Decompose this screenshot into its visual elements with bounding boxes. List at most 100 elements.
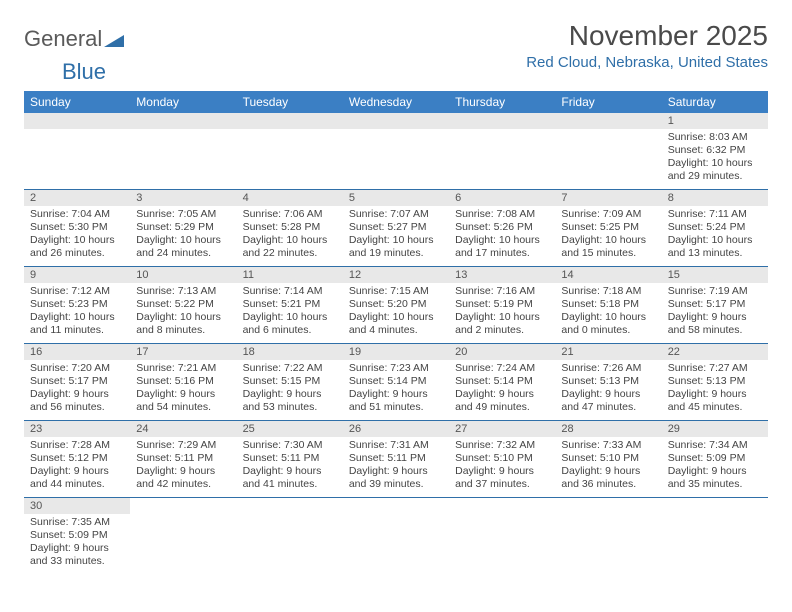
day-details: Sunrise: 7:06 AMSunset: 5:28 PMDaylight:… bbox=[237, 206, 343, 265]
calendar-day-cell: 14Sunrise: 7:18 AMSunset: 5:18 PMDayligh… bbox=[555, 267, 661, 344]
day-number: 13 bbox=[449, 267, 555, 283]
day-details: Sunrise: 7:08 AMSunset: 5:26 PMDaylight:… bbox=[449, 206, 555, 265]
calendar-empty-cell bbox=[237, 113, 343, 190]
day-details: Sunrise: 7:30 AMSunset: 5:11 PMDaylight:… bbox=[237, 437, 343, 496]
calendar-week-row: 1Sunrise: 8:03 AMSunset: 6:32 PMDaylight… bbox=[24, 113, 768, 190]
day-number: 29 bbox=[662, 421, 768, 437]
calendar-week-row: 2Sunrise: 7:04 AMSunset: 5:30 PMDaylight… bbox=[24, 190, 768, 267]
calendar-day-cell: 5Sunrise: 7:07 AMSunset: 5:27 PMDaylight… bbox=[343, 190, 449, 267]
calendar-empty-cell bbox=[130, 113, 236, 190]
calendar-day-cell: 2Sunrise: 7:04 AMSunset: 5:30 PMDaylight… bbox=[24, 190, 130, 267]
calendar-empty-cell bbox=[130, 498, 236, 575]
day-details: Sunrise: 7:15 AMSunset: 5:20 PMDaylight:… bbox=[343, 283, 449, 342]
day-details: Sunrise: 7:29 AMSunset: 5:11 PMDaylight:… bbox=[130, 437, 236, 496]
calendar-day-cell: 26Sunrise: 7:31 AMSunset: 5:11 PMDayligh… bbox=[343, 421, 449, 498]
calendar-body: 1Sunrise: 8:03 AMSunset: 6:32 PMDaylight… bbox=[24, 113, 768, 574]
calendar-week-row: 30Sunrise: 7:35 AMSunset: 5:09 PMDayligh… bbox=[24, 498, 768, 575]
weekday-header: Monday bbox=[130, 91, 236, 113]
calendar-empty-cell bbox=[343, 498, 449, 575]
weekday-header: Friday bbox=[555, 91, 661, 113]
calendar-week-row: 9Sunrise: 7:12 AMSunset: 5:23 PMDaylight… bbox=[24, 267, 768, 344]
calendar-day-cell: 13Sunrise: 7:16 AMSunset: 5:19 PMDayligh… bbox=[449, 267, 555, 344]
day-details: Sunrise: 7:20 AMSunset: 5:17 PMDaylight:… bbox=[24, 360, 130, 419]
calendar-day-cell: 3Sunrise: 7:05 AMSunset: 5:29 PMDaylight… bbox=[130, 190, 236, 267]
day-number: 2 bbox=[24, 190, 130, 206]
day-number: 11 bbox=[237, 267, 343, 283]
day-number: 18 bbox=[237, 344, 343, 360]
calendar-week-row: 16Sunrise: 7:20 AMSunset: 5:17 PMDayligh… bbox=[24, 344, 768, 421]
day-number: 26 bbox=[343, 421, 449, 437]
day-number: 20 bbox=[449, 344, 555, 360]
day-number: 15 bbox=[662, 267, 768, 283]
calendar-day-cell: 12Sunrise: 7:15 AMSunset: 5:20 PMDayligh… bbox=[343, 267, 449, 344]
weekday-header: Sunday bbox=[24, 91, 130, 113]
day-details: Sunrise: 7:33 AMSunset: 5:10 PMDaylight:… bbox=[555, 437, 661, 496]
day-details: Sunrise: 7:07 AMSunset: 5:27 PMDaylight:… bbox=[343, 206, 449, 265]
calendar-day-cell: 24Sunrise: 7:29 AMSunset: 5:11 PMDayligh… bbox=[130, 421, 236, 498]
day-details: Sunrise: 7:19 AMSunset: 5:17 PMDaylight:… bbox=[662, 283, 768, 342]
calendar-week-row: 23Sunrise: 7:28 AMSunset: 5:12 PMDayligh… bbox=[24, 421, 768, 498]
calendar-day-cell: 28Sunrise: 7:33 AMSunset: 5:10 PMDayligh… bbox=[555, 421, 661, 498]
calendar-empty-cell bbox=[24, 113, 130, 190]
calendar-empty-cell bbox=[662, 498, 768, 575]
calendar-day-cell: 23Sunrise: 7:28 AMSunset: 5:12 PMDayligh… bbox=[24, 421, 130, 498]
day-details: Sunrise: 7:16 AMSunset: 5:19 PMDaylight:… bbox=[449, 283, 555, 342]
day-details: Sunrise: 7:21 AMSunset: 5:16 PMDaylight:… bbox=[130, 360, 236, 419]
calendar-day-cell: 27Sunrise: 7:32 AMSunset: 5:10 PMDayligh… bbox=[449, 421, 555, 498]
calendar-empty-cell bbox=[237, 498, 343, 575]
day-details: Sunrise: 7:11 AMSunset: 5:24 PMDaylight:… bbox=[662, 206, 768, 265]
day-details: Sunrise: 7:05 AMSunset: 5:29 PMDaylight:… bbox=[130, 206, 236, 265]
calendar-empty-cell bbox=[555, 113, 661, 190]
calendar-day-cell: 4Sunrise: 7:06 AMSunset: 5:28 PMDaylight… bbox=[237, 190, 343, 267]
calendar-day-cell: 16Sunrise: 7:20 AMSunset: 5:17 PMDayligh… bbox=[24, 344, 130, 421]
logo-triangle-icon bbox=[104, 27, 124, 53]
day-number: 6 bbox=[449, 190, 555, 206]
day-details: Sunrise: 7:26 AMSunset: 5:13 PMDaylight:… bbox=[555, 360, 661, 419]
day-number: 10 bbox=[130, 267, 236, 283]
weekday-header-row: SundayMondayTuesdayWednesdayThursdayFrid… bbox=[24, 91, 768, 113]
calendar-day-cell: 7Sunrise: 7:09 AMSunset: 5:25 PMDaylight… bbox=[555, 190, 661, 267]
calendar-empty-cell bbox=[449, 113, 555, 190]
day-number: 8 bbox=[662, 190, 768, 206]
day-details: Sunrise: 7:09 AMSunset: 5:25 PMDaylight:… bbox=[555, 206, 661, 265]
day-number: 5 bbox=[343, 190, 449, 206]
calendar-day-cell: 19Sunrise: 7:23 AMSunset: 5:14 PMDayligh… bbox=[343, 344, 449, 421]
location-text: Red Cloud, Nebraska, United States bbox=[526, 54, 768, 71]
day-details: Sunrise: 7:23 AMSunset: 5:14 PMDaylight:… bbox=[343, 360, 449, 419]
day-details: Sunrise: 7:24 AMSunset: 5:14 PMDaylight:… bbox=[449, 360, 555, 419]
weekday-header: Tuesday bbox=[237, 91, 343, 113]
calendar-day-cell: 30Sunrise: 7:35 AMSunset: 5:09 PMDayligh… bbox=[24, 498, 130, 575]
logo-text-blue: Blue bbox=[62, 59, 106, 84]
day-details: Sunrise: 7:28 AMSunset: 5:12 PMDaylight:… bbox=[24, 437, 130, 496]
day-number: 17 bbox=[130, 344, 236, 360]
calendar-day-cell: 29Sunrise: 7:34 AMSunset: 5:09 PMDayligh… bbox=[662, 421, 768, 498]
day-number: 23 bbox=[24, 421, 130, 437]
day-number: 25 bbox=[237, 421, 343, 437]
day-number: 28 bbox=[555, 421, 661, 437]
day-number: 19 bbox=[343, 344, 449, 360]
day-details: Sunrise: 7:12 AMSunset: 5:23 PMDaylight:… bbox=[24, 283, 130, 342]
calendar-day-cell: 25Sunrise: 7:30 AMSunset: 5:11 PMDayligh… bbox=[237, 421, 343, 498]
weekday-header: Wednesday bbox=[343, 91, 449, 113]
calendar-day-cell: 9Sunrise: 7:12 AMSunset: 5:23 PMDaylight… bbox=[24, 267, 130, 344]
day-number: 27 bbox=[449, 421, 555, 437]
day-details: Sunrise: 7:27 AMSunset: 5:13 PMDaylight:… bbox=[662, 360, 768, 419]
calendar-day-cell: 11Sunrise: 7:14 AMSunset: 5:21 PMDayligh… bbox=[237, 267, 343, 344]
logo-text-general: General bbox=[24, 26, 102, 52]
calendar-empty-cell bbox=[343, 113, 449, 190]
weekday-header: Thursday bbox=[449, 91, 555, 113]
day-details: Sunrise: 7:34 AMSunset: 5:09 PMDaylight:… bbox=[662, 437, 768, 496]
calendar-day-cell: 22Sunrise: 7:27 AMSunset: 5:13 PMDayligh… bbox=[662, 344, 768, 421]
calendar-day-cell: 1Sunrise: 8:03 AMSunset: 6:32 PMDaylight… bbox=[662, 113, 768, 190]
day-details: Sunrise: 7:32 AMSunset: 5:10 PMDaylight:… bbox=[449, 437, 555, 496]
day-number: 3 bbox=[130, 190, 236, 206]
calendar-day-cell: 21Sunrise: 7:26 AMSunset: 5:13 PMDayligh… bbox=[555, 344, 661, 421]
calendar-day-cell: 15Sunrise: 7:19 AMSunset: 5:17 PMDayligh… bbox=[662, 267, 768, 344]
calendar-day-cell: 20Sunrise: 7:24 AMSunset: 5:14 PMDayligh… bbox=[449, 344, 555, 421]
calendar-day-cell: 10Sunrise: 7:13 AMSunset: 5:22 PMDayligh… bbox=[130, 267, 236, 344]
day-details: Sunrise: 8:03 AMSunset: 6:32 PMDaylight:… bbox=[662, 129, 768, 188]
day-number: 7 bbox=[555, 190, 661, 206]
title-block: November 2025 Red Cloud, Nebraska, Unite… bbox=[526, 20, 768, 71]
day-details: Sunrise: 7:22 AMSunset: 5:15 PMDaylight:… bbox=[237, 360, 343, 419]
day-details: Sunrise: 7:13 AMSunset: 5:22 PMDaylight:… bbox=[130, 283, 236, 342]
